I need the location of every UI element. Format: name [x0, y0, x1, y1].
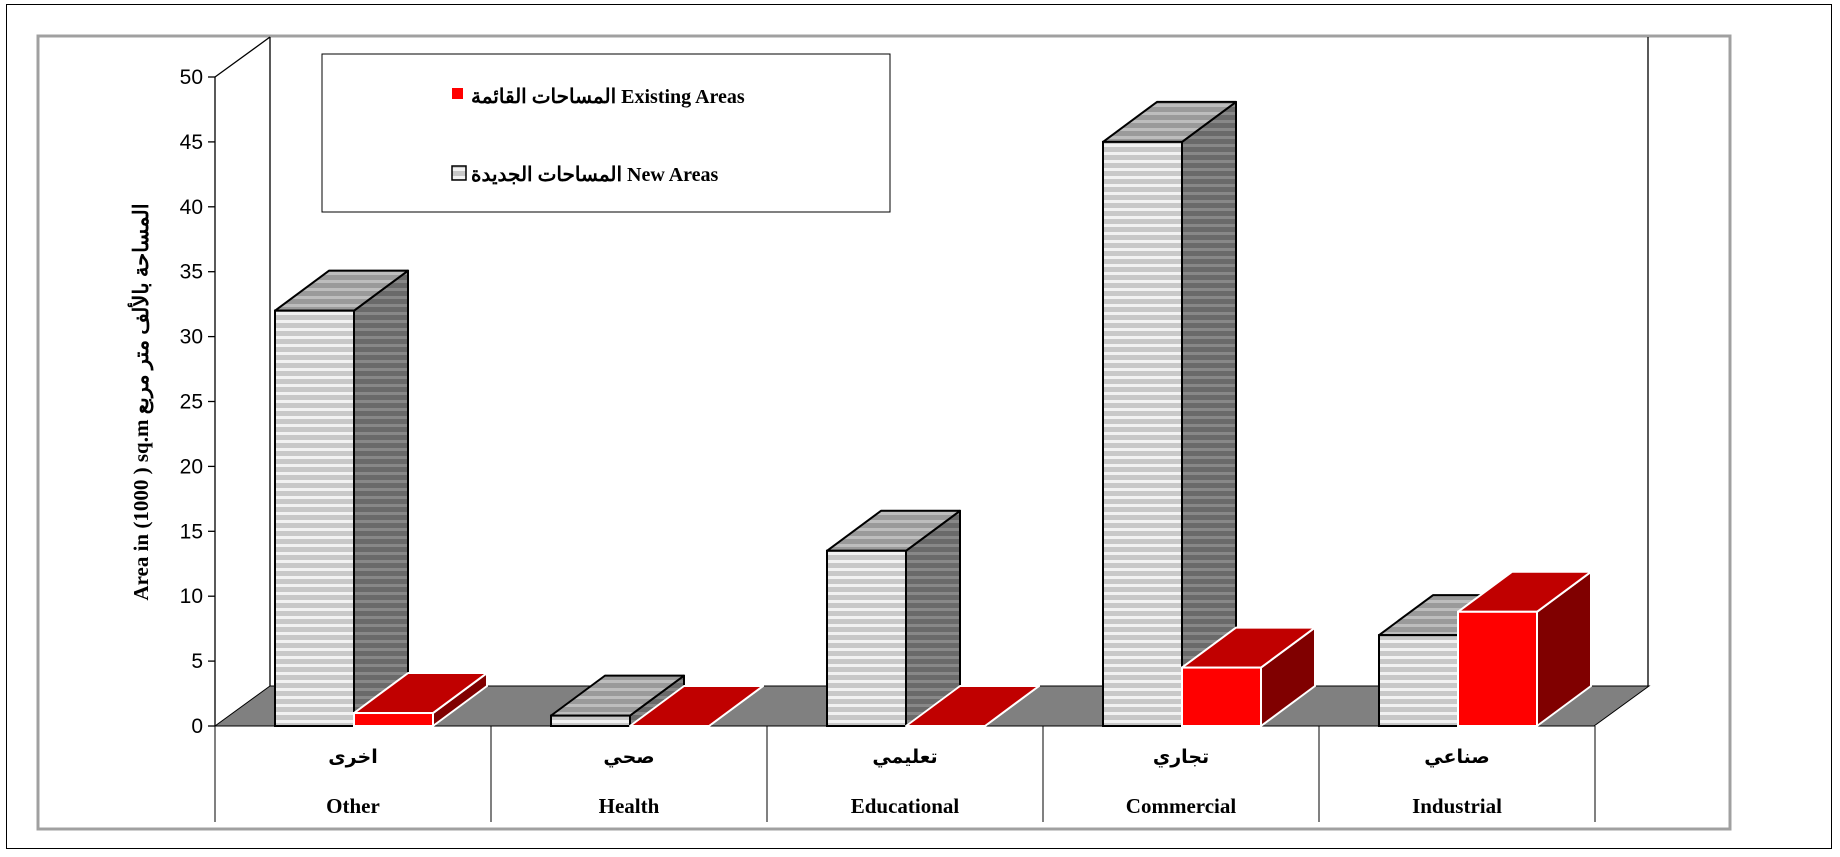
bar-front-face	[274, 309, 355, 727]
bar-existing-educational	[905, 684, 1040, 727]
page-frame	[6, 4, 1832, 849]
bar-new-other	[274, 269, 409, 727]
category-label-en: Other	[326, 794, 380, 818]
category-table: اخرى Other صحي Health تعليمي Educational تجاري…	[214, 726, 1596, 822]
bar-group-health	[550, 674, 764, 728]
bar-existing-health	[629, 684, 764, 727]
bar-new-commercial	[1102, 100, 1237, 727]
y-tick-label: 40	[180, 196, 203, 219]
bar-group-commercial	[1102, 100, 1316, 728]
category-label-ar: اخرى	[328, 746, 377, 768]
legend-box	[321, 53, 891, 213]
plot-area-border	[36, 34, 1732, 831]
bar-new-educational	[826, 509, 961, 728]
category-label-ar: تعليمي	[872, 746, 937, 768]
axis-layer: 0 5 10 15 20 25 30 35 40 45 50	[180, 66, 215, 738]
legend-swatch-existing	[452, 88, 463, 99]
bar-new-health	[550, 674, 685, 728]
y-tick-label: 0	[191, 715, 203, 738]
bar-existing-other	[353, 672, 488, 728]
back-wall-edges	[214, 36, 1649, 686]
bar-front-face	[1378, 634, 1459, 728]
bar-front-face	[1181, 666, 1262, 728]
y-tick-label: 45	[180, 131, 203, 154]
y-tick-label: 30	[180, 326, 203, 349]
legend-label-existing: المساحات القائمة Existing Areas	[471, 86, 745, 108]
category-label-en: Health	[599, 794, 660, 818]
bar-group-industrial	[1378, 570, 1592, 728]
category-label-en: Industrial	[1412, 794, 1502, 818]
bar-front-face	[1457, 610, 1538, 727]
category-label-ar: تجاري	[1153, 746, 1209, 769]
y-tick-label: 25	[180, 391, 203, 414]
y-tick-label: 50	[180, 66, 203, 89]
y-tick-label: 35	[180, 261, 203, 284]
bars-layer	[274, 100, 1592, 728]
y-tick-label: 20	[180, 455, 203, 478]
y-axis-label: Area in (1000 ) sq.m المساحة بالألف متر …	[127, 203, 154, 600]
y-tick-label: 10	[180, 585, 203, 608]
bar-group-other	[274, 269, 488, 728]
bar-front-face	[1102, 140, 1183, 727]
bar-existing-commercial	[1181, 626, 1316, 728]
bar-top-face	[905, 684, 1040, 727]
category-label-ar: صحي	[603, 746, 654, 768]
legend: المساحات القائمة Existing Areas المساحات…	[321, 53, 891, 213]
bar-front-face	[826, 549, 907, 728]
bar-side-face	[353, 269, 409, 727]
bar-front-face	[353, 712, 434, 728]
legend-swatch-new	[451, 165, 467, 181]
bar-top-face	[629, 684, 764, 727]
bar-group-educational	[826, 509, 1040, 728]
category-label-en: Commercial	[1126, 794, 1237, 818]
y-tick-label: 5	[191, 650, 203, 673]
y-tick-label: 15	[180, 520, 203, 543]
category-label-ar: صناعي	[1424, 746, 1489, 768]
legend-label-new: المساحات الجديدة New Areas	[471, 164, 719, 186]
bar-existing-industrial	[1457, 570, 1592, 727]
bar-front-face	[550, 714, 631, 728]
category-label-en: Educational	[851, 794, 960, 818]
